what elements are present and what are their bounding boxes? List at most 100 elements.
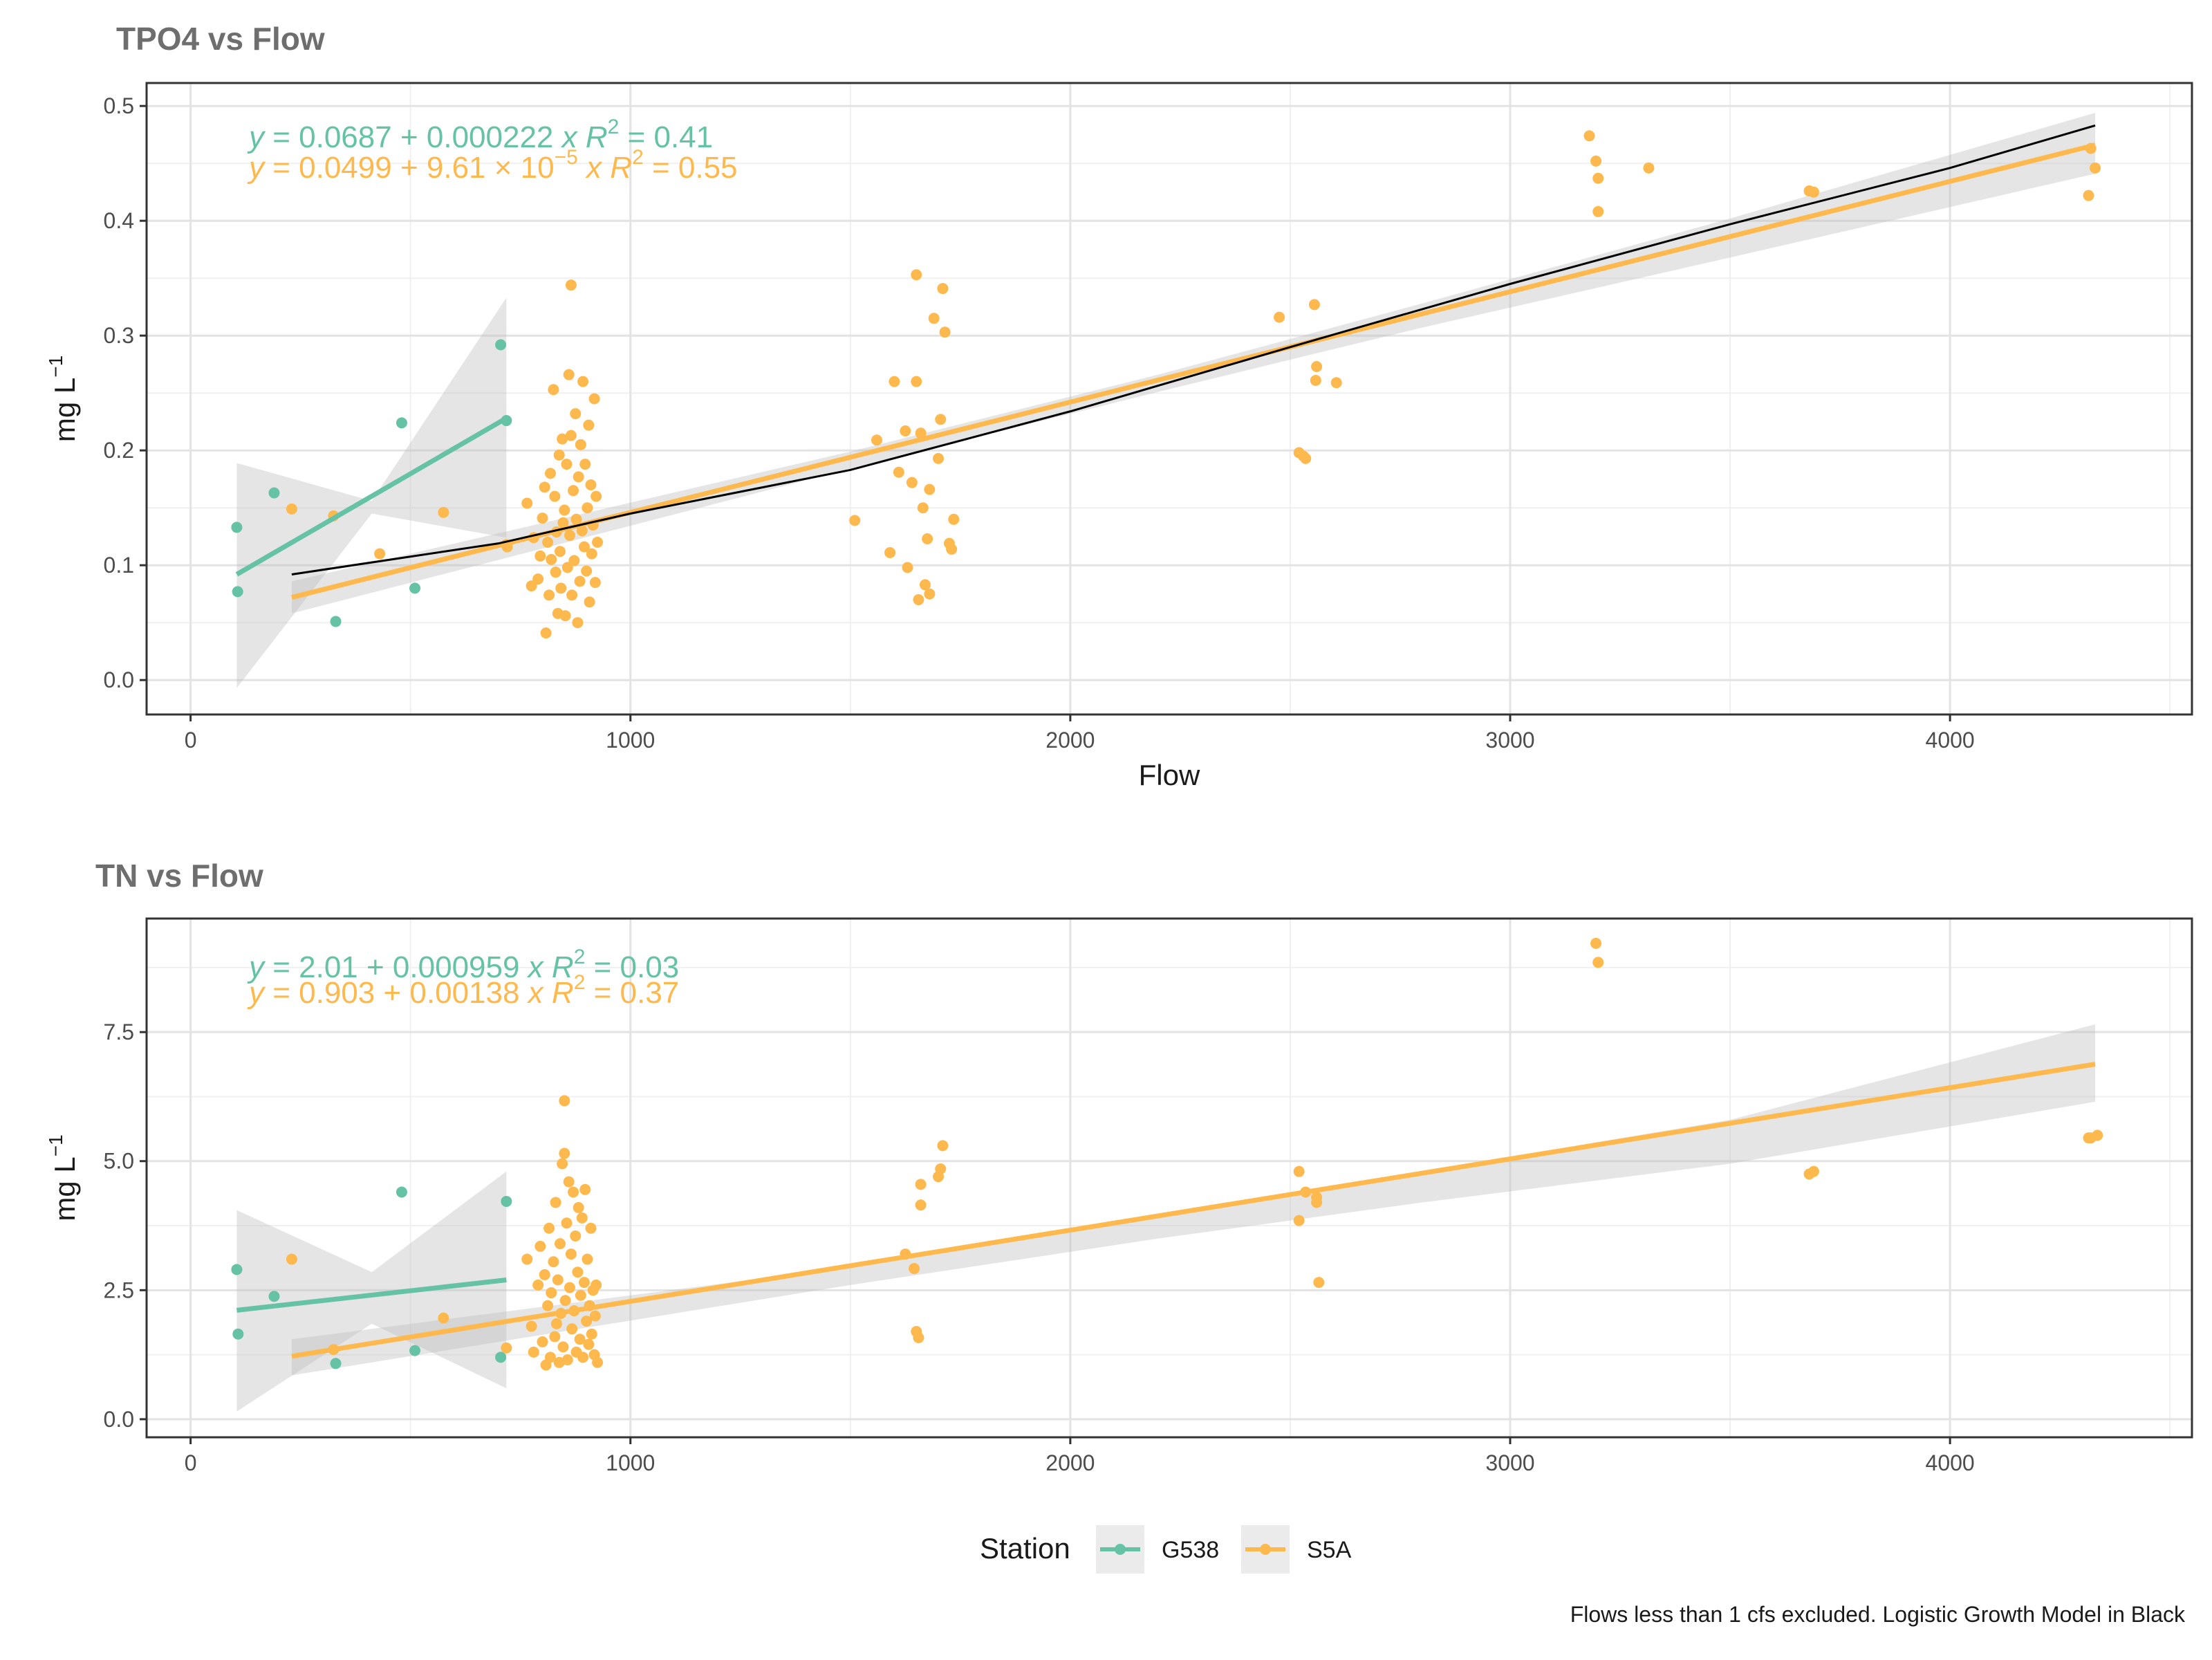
logistic-growth-line	[291, 124, 2096, 575]
y-tick-label: 2.5	[104, 1278, 134, 1302]
data-point-s5a	[553, 449, 565, 461]
data-point-s5a	[568, 555, 580, 566]
data-point-s5a	[588, 393, 600, 405]
data-point-s5a	[1583, 130, 1595, 142]
y-tick-label: 0.0	[104, 1407, 134, 1432]
data-point-s5a	[586, 1328, 597, 1340]
data-point-s5a	[1590, 937, 1602, 949]
panel-border	[145, 917, 2193, 1439]
data-point-s5a	[1643, 162, 1655, 174]
regression-equation-s5a: y = 0.0499 + 9.61 × 10−5 x R2 = 0.55	[247, 146, 738, 185]
panel-title: TN vs Flow	[95, 858, 263, 894]
data-point-s5a	[589, 577, 601, 589]
data-point-s5a	[559, 1295, 571, 1307]
y-tick-label: 0.3	[104, 323, 134, 348]
data-point-s5a	[539, 1269, 550, 1280]
data-point-s5a	[581, 565, 593, 577]
data-point-s5a	[537, 513, 548, 524]
data-point-s5a	[583, 1338, 595, 1350]
data-point-s5a	[1311, 1197, 1323, 1208]
data-point-g538	[231, 522, 243, 533]
data-point-s5a	[2090, 162, 2101, 174]
legend: Station G538 S5A	[980, 1525, 1352, 1574]
data-point-s5a	[550, 566, 561, 578]
data-point-s5a	[559, 504, 570, 516]
data-point-s5a	[557, 1341, 569, 1353]
data-point-s5a	[585, 479, 597, 490]
data-point-g538	[409, 582, 421, 594]
data-point-g538	[501, 1195, 512, 1207]
data-point-s5a	[557, 433, 568, 445]
data-point-s5a	[928, 313, 940, 324]
data-point-s5a	[1330, 377, 1342, 389]
y-axis-label: mg L−1	[45, 1134, 81, 1221]
data-point-s5a	[561, 459, 573, 470]
data-point-s5a	[1274, 311, 1285, 323]
data-point-s5a	[583, 419, 595, 431]
data-point-g538	[495, 339, 507, 351]
data-point-s5a	[565, 1248, 577, 1260]
data-point-s5a	[577, 376, 589, 387]
data-point-s5a	[563, 1176, 575, 1188]
data-point-s5a	[544, 468, 556, 479]
x-tick-label: 4000	[1926, 1450, 1975, 1475]
y-tick-label: 0.1	[104, 553, 134, 578]
data-point-s5a	[911, 269, 922, 281]
legend-title: Station	[980, 1532, 1070, 1565]
data-point-s5a	[575, 1289, 586, 1301]
plot-background	[147, 83, 2192, 714]
data-point-s5a	[946, 543, 958, 555]
data-point-g538	[396, 417, 407, 429]
data-point-g538	[409, 1345, 421, 1356]
data-point-s5a	[526, 1320, 537, 1332]
data-point-s5a	[913, 594, 924, 605]
data-point-s5a	[568, 485, 579, 497]
data-point-s5a	[1300, 452, 1312, 464]
panel-border	[145, 82, 2193, 716]
data-point-s5a	[2092, 1129, 2103, 1141]
data-point-s5a	[549, 1331, 561, 1343]
data-point-s5a	[537, 1336, 548, 1347]
data-point-s5a	[526, 580, 537, 592]
data-point-s5a	[581, 1316, 593, 1327]
data-point-s5a	[532, 573, 544, 585]
confidence-band-s5a	[291, 113, 2096, 614]
data-point-s5a	[1590, 155, 1602, 167]
data-point-s5a	[911, 376, 922, 387]
data-point-s5a	[546, 1287, 557, 1299]
data-point-s5a	[553, 1356, 565, 1368]
data-point-s5a	[570, 1230, 582, 1242]
data-point-s5a	[1313, 1277, 1325, 1289]
data-point-g538	[495, 1352, 507, 1363]
data-point-s5a	[924, 483, 936, 495]
data-point-s5a	[564, 1282, 575, 1293]
confidence-band-g538	[236, 1171, 507, 1412]
data-point-s5a	[559, 610, 571, 622]
regression-equation-g538: y = 0.0687 + 0.000222 x R2 = 0.41	[247, 116, 713, 154]
data-point-s5a	[849, 515, 861, 526]
legend-key-point-g538	[1115, 1544, 1126, 1555]
data-point-s5a	[532, 1279, 544, 1291]
data-point-s5a	[915, 427, 927, 439]
data-point-s5a	[1308, 299, 1320, 311]
panel-title: TPO4 vs Flow	[116, 21, 325, 57]
data-point-s5a	[559, 1095, 570, 1107]
data-point-s5a	[900, 425, 911, 436]
data-point-s5a	[579, 1183, 591, 1195]
data-point-s5a	[543, 1222, 555, 1234]
data-point-s5a	[576, 1212, 588, 1224]
data-point-s5a	[535, 550, 546, 562]
data-point-s5a	[579, 459, 591, 470]
regression-equation-g538: y = 2.01 + 0.000959 x R2 = 0.03	[247, 946, 679, 984]
data-point-s5a	[586, 548, 597, 560]
data-point-s5a	[554, 546, 566, 557]
regression-line-s5a	[291, 1062, 2096, 1359]
data-point-s5a	[592, 1356, 604, 1368]
data-point-s5a	[568, 1186, 579, 1198]
legend-label-g538: G538	[1162, 1537, 1219, 1563]
data-point-s5a	[565, 279, 577, 291]
data-point-s5a	[576, 525, 588, 537]
data-point-s5a	[585, 1222, 597, 1234]
data-point-s5a	[544, 1352, 556, 1363]
data-point-s5a	[902, 562, 913, 573]
